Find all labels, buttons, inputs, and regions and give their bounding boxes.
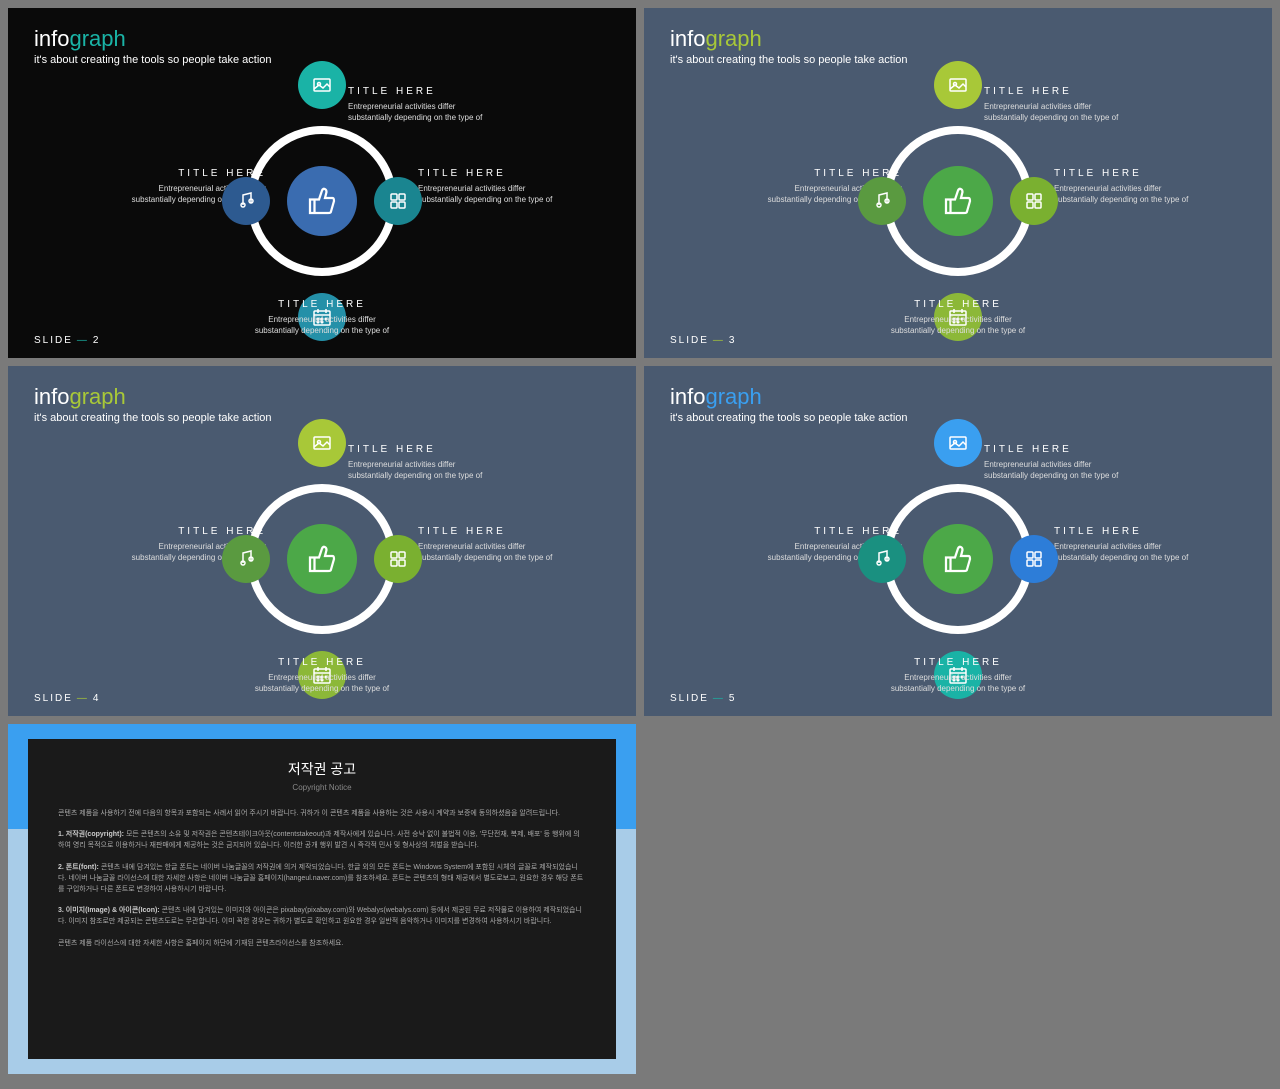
label-bottom: TITLE HERE Entrepreneurial activities di…: [247, 657, 397, 694]
right-node: [1010, 177, 1058, 225]
cr-p4: 3. 이미지(Image) & 아이콘(Icon): 콘텐츠 내에 담겨있는 이…: [58, 905, 586, 927]
infograph-slide: infograph it's about creating the tools …: [8, 366, 636, 716]
label-title: TITLE HERE: [247, 657, 397, 668]
slide-number: SLIDE—3: [670, 335, 736, 346]
left-node: [222, 535, 270, 583]
title-part1: info: [670, 384, 705, 409]
label-bottom: TITLE HERE Entrepreneurial activities di…: [883, 657, 1033, 694]
center-node: [287, 166, 357, 236]
left-node: [858, 177, 906, 225]
cr-panel: 저작권 공고 Copyright Notice 콘텐츠 제품을 사용하기 전에 …: [28, 739, 616, 1059]
cr-p3: 2. 폰트(font): 콘텐츠 내에 담겨있는 한글 폰트는 네이버 나눔글꼴…: [58, 862, 586, 896]
right-node: [374, 535, 422, 583]
label-desc: Entrepreneurial activities differ substa…: [883, 672, 1033, 694]
infograph-slide: infograph it's about creating the tools …: [644, 8, 1272, 358]
infograph-slide: infograph it's about creating the tools …: [8, 8, 636, 358]
top-node: [298, 419, 346, 467]
top-node: [298, 61, 346, 109]
label-title: TITLE HERE: [883, 657, 1033, 668]
cr-p5: 콘텐츠 제품 라이선스에 대한 자세한 사항은 홈페이지 하단에 기재된 콘텐츠…: [58, 938, 586, 949]
slide-title: infograph: [34, 26, 126, 52]
title-part1: info: [670, 26, 705, 51]
slide-number: SLIDE—4: [34, 693, 100, 704]
top-node: [934, 61, 982, 109]
slide-title: infograph: [34, 384, 126, 410]
title-part1: info: [34, 384, 69, 409]
label-bottom: TITLE HERE Entrepreneurial activities di…: [247, 299, 397, 336]
slide-grid: infograph it's about creating the tools …: [0, 0, 1280, 1082]
cr-p2: 1. 저작권(copyright): 모든 콘텐츠의 소유 및 저작권은 콘텐츠…: [58, 829, 586, 851]
slide-title: infograph: [670, 384, 762, 410]
center-node: [923, 166, 993, 236]
label-title: TITLE HERE: [883, 299, 1033, 310]
center-node: [287, 524, 357, 594]
title-part2: graph: [705, 384, 761, 409]
title-part1: info: [34, 26, 69, 51]
right-node: [1010, 535, 1058, 583]
title-part2: graph: [69, 26, 125, 51]
label-desc: Entrepreneurial activities differ substa…: [247, 314, 397, 336]
empty-cell: [644, 724, 1272, 1074]
center-node: [923, 524, 993, 594]
top-node: [934, 419, 982, 467]
label-desc: Entrepreneurial activities differ substa…: [247, 672, 397, 694]
label-desc: Entrepreneurial activities differ substa…: [883, 314, 1033, 336]
copyright-slide: 저작권 공고 Copyright Notice 콘텐츠 제품을 사용하기 전에 …: [8, 724, 636, 1074]
slide-number: SLIDE—2: [34, 335, 100, 346]
cr-title: 저작권 공고: [58, 759, 586, 779]
title-part2: graph: [69, 384, 125, 409]
slide-number: SLIDE—5: [670, 693, 736, 704]
title-part2: graph: [705, 26, 761, 51]
cr-sub: Copyright Notice: [58, 783, 586, 792]
left-node: [858, 535, 906, 583]
left-node: [222, 177, 270, 225]
label-title: TITLE HERE: [247, 299, 397, 310]
cr-p1: 콘텐츠 제품을 사용하기 전에 다음의 항목과 포함되는 사례서 읽어 주시기 …: [58, 808, 586, 819]
right-node: [374, 177, 422, 225]
infograph-slide: infograph it's about creating the tools …: [644, 366, 1272, 716]
label-bottom: TITLE HERE Entrepreneurial activities di…: [883, 299, 1033, 336]
slide-title: infograph: [670, 26, 762, 52]
